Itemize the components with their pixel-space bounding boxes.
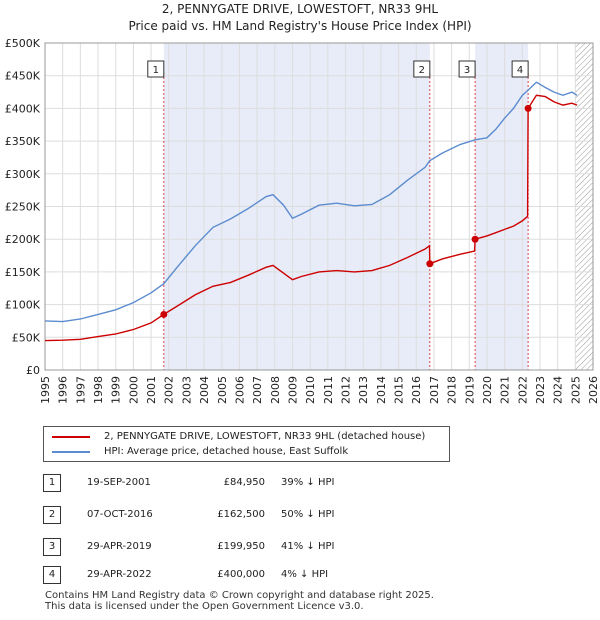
chart-subtitle: Price paid vs. HM Land Registry's House … <box>128 19 472 33</box>
y-tick-label: £150K <box>5 266 41 279</box>
x-tick-label: 2018 <box>446 376 459 404</box>
sale-label-2: 2 <box>419 65 425 76</box>
y-tick-label: £50K <box>12 331 41 344</box>
y-tick-label: £300K <box>5 168 41 181</box>
legend-entry-property: 2, PENNYGATE DRIVE, LOWESTOFT, NR33 9HL … <box>52 431 425 442</box>
footer-license: This data is licensed under the Open Gov… <box>45 601 364 612</box>
x-tick-label: 2013 <box>357 376 370 404</box>
y-tick-label: £450K <box>5 70 41 83</box>
sale-price: £400,000 <box>217 569 265 580</box>
legend-swatch-hpi <box>52 450 90 453</box>
sale-label-1: 1 <box>153 65 159 76</box>
sale-label-box-4 <box>511 60 529 78</box>
y-tick-label: £200K <box>5 233 41 246</box>
sale-point-1 <box>160 310 168 318</box>
x-tick-label: 2016 <box>410 376 423 404</box>
sale-hpi-diff: 50% ↓ HPI <box>281 509 335 520</box>
x-tick-label: 2014 <box>375 376 388 404</box>
x-tick-label: 2003 <box>180 376 193 404</box>
x-tick-label: 2020 <box>481 376 494 404</box>
chart-legend: 2, PENNYGATE DRIVE, LOWESTOFT, NR33 9HL … <box>43 426 450 462</box>
sale-marker-3: 3 <box>43 538 61 556</box>
x-tick-label: 1999 <box>110 376 123 404</box>
hpi-line <box>44 81 578 323</box>
sale-date: 07-OCT-2016 <box>87 509 153 520</box>
x-tick-label: 2005 <box>216 376 229 404</box>
x-tick-label: 2010 <box>304 376 317 404</box>
x-tick-label: 2012 <box>340 376 353 404</box>
sale-price: £162,500 <box>217 509 265 520</box>
sale-label-4: 4 <box>517 65 523 76</box>
y-tick-label: £400K <box>5 102 41 115</box>
y-tick-label: £500K <box>5 37 41 50</box>
x-tick-label: 2022 <box>516 376 529 404</box>
x-tick-label: 2009 <box>286 376 299 404</box>
sale-point-3 <box>471 235 479 243</box>
sale-label-box-1 <box>147 60 165 78</box>
legend-label-hpi: HPI: Average price, detached house, East… <box>104 446 349 457</box>
x-tick-label: 2017 <box>428 376 441 404</box>
x-tick-label: 2021 <box>499 376 512 404</box>
sale-marker-1: 1 <box>43 474 61 492</box>
sale-label-box-3 <box>458 60 476 78</box>
legend-entry-hpi: HPI: Average price, detached house, East… <box>52 446 348 457</box>
x-tick-label: 2006 <box>233 376 246 404</box>
footer: Contains HM Land Registry data © Crown c… <box>45 590 434 612</box>
sale-label-3: 3 <box>464 65 470 76</box>
x-tick-label: 2019 <box>463 376 476 404</box>
price-chart: 1 2 3 4 £0 £50K £100K £150K £200K £250K £300K £350K… <box>5 37 600 404</box>
x-tick-label: 2023 <box>534 376 547 404</box>
chart-title: 2, PENNYGATE DRIVE, LOWESTOFT, NR33 9HL <box>161 2 439 16</box>
sale-label-box-2 <box>413 60 431 78</box>
footer-copyright: Contains HM Land Registry data © Crown c… <box>45 590 434 601</box>
sale-hpi-diff: 39% ↓ HPI <box>281 477 335 488</box>
x-tick-label: 2026 <box>587 376 600 404</box>
plot-frame <box>44 42 594 371</box>
x-tick-label: 2004 <box>198 376 211 404</box>
sale-point-2 <box>426 260 434 268</box>
x-tick-label: 2001 <box>145 376 158 404</box>
sale-marker-2: 2 <box>43 506 61 524</box>
y-tick-label: £0 <box>26 364 40 377</box>
sale-price: £199,950 <box>217 541 265 552</box>
x-tick-label: 1996 <box>57 376 70 404</box>
y-tick-label: £250K <box>5 201 41 214</box>
sale-date: 29-APR-2019 <box>87 541 152 552</box>
sale-hpi-diff: 4% ↓ HPI <box>281 569 329 580</box>
x-tick-label: 2002 <box>163 376 176 404</box>
x-tick-label: 2000 <box>127 376 140 404</box>
x-tick-label: 1998 <box>92 376 105 404</box>
sale-hpi-diff: 41% ↓ HPI <box>281 541 335 552</box>
y-tick-label: £100K <box>5 299 41 312</box>
x-tick-label: 2007 <box>251 376 264 404</box>
x-tick-label: 1997 <box>74 376 87 404</box>
x-tick-label: 2025 <box>569 376 582 404</box>
x-tick-label: 2015 <box>393 376 406 404</box>
sale-date: 29-APR-2022 <box>87 569 152 580</box>
x-tick-label: 2011 <box>322 376 335 404</box>
x-tick-label: 2024 <box>552 376 565 404</box>
y-tick-label: £350K <box>5 135 41 148</box>
legend-swatch-property <box>52 435 90 438</box>
sale-point-4 <box>524 104 532 112</box>
sale-marker-4: 4 <box>43 566 61 584</box>
legend-label-property: 2, PENNYGATE DRIVE, LOWESTOFT, NR33 9HL … <box>104 431 426 442</box>
x-tick-label: 1995 <box>39 376 52 404</box>
sale-price: £84,950 <box>223 477 265 488</box>
x-tick-label: 2008 <box>269 376 282 404</box>
sale-date: 19-SEP-2001 <box>87 477 151 488</box>
